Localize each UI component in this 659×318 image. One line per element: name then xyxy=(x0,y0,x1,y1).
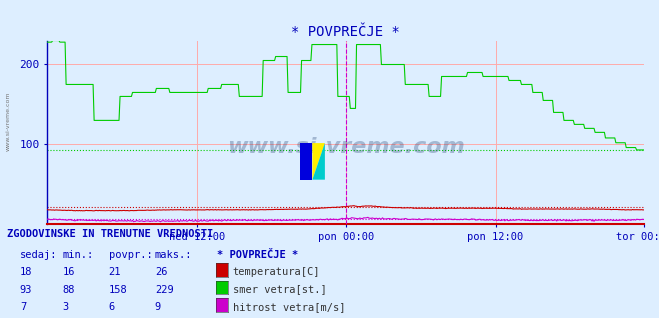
Polygon shape xyxy=(312,143,325,180)
Text: 158: 158 xyxy=(109,285,127,294)
Text: min.:: min.: xyxy=(63,250,94,259)
Title: * POVPREČJE *: * POVPREČJE * xyxy=(291,25,400,39)
Text: povpr.:: povpr.: xyxy=(109,250,152,259)
Text: 21: 21 xyxy=(109,267,121,277)
Text: temperatura[C]: temperatura[C] xyxy=(233,267,320,277)
Text: sedaj:: sedaj: xyxy=(20,250,57,259)
Text: www.si-vreme.com: www.si-vreme.com xyxy=(227,137,465,157)
Text: 6: 6 xyxy=(109,302,115,312)
Text: 16: 16 xyxy=(63,267,75,277)
Text: smer vetra[st.]: smer vetra[st.] xyxy=(233,285,326,294)
Text: 93: 93 xyxy=(20,285,32,294)
Polygon shape xyxy=(300,143,312,180)
Text: ZGODOVINSKE IN TRENUTNE VREDNOSTI: ZGODOVINSKE IN TRENUTNE VREDNOSTI xyxy=(7,229,213,239)
Text: 18: 18 xyxy=(20,267,32,277)
Text: hitrost vetra[m/s]: hitrost vetra[m/s] xyxy=(233,302,345,312)
Text: www.si-vreme.com: www.si-vreme.com xyxy=(5,91,11,151)
Text: maks.:: maks.: xyxy=(155,250,192,259)
Polygon shape xyxy=(312,143,325,180)
Text: 88: 88 xyxy=(63,285,75,294)
Text: * POVPREČJE *: * POVPREČJE * xyxy=(217,250,299,259)
Text: 7: 7 xyxy=(20,302,26,312)
Text: 3: 3 xyxy=(63,302,69,312)
Text: 229: 229 xyxy=(155,285,173,294)
Text: 9: 9 xyxy=(155,302,161,312)
Text: 26: 26 xyxy=(155,267,167,277)
